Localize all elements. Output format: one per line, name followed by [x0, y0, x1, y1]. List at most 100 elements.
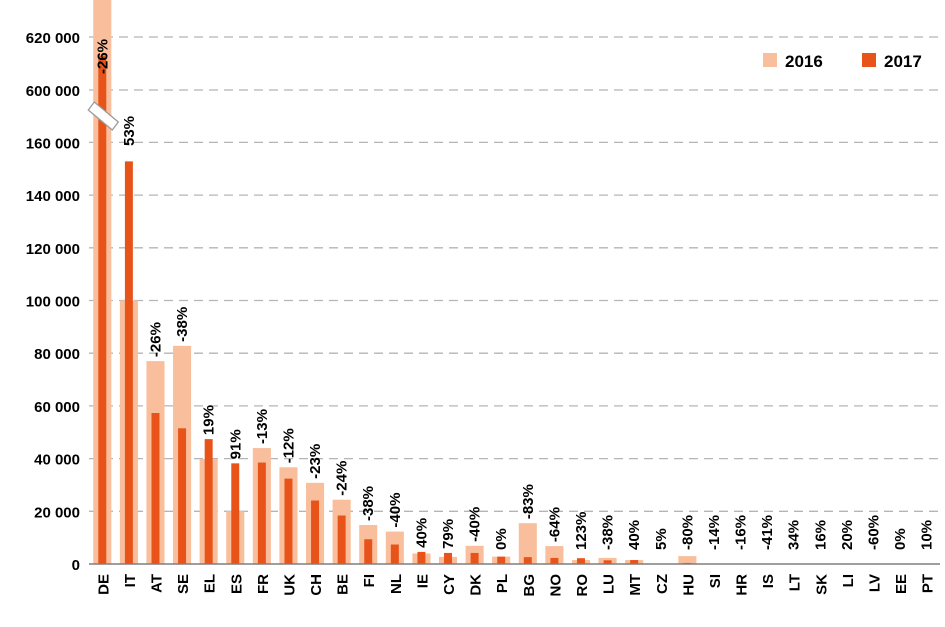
change-label: 16% — [812, 520, 829, 550]
bars — [87, 0, 936, 565]
category-label: LT — [787, 574, 804, 591]
change-label: 19% — [201, 405, 218, 435]
change-label: -38% — [600, 515, 617, 550]
category-label: PT — [920, 574, 937, 593]
category-label: HU — [680, 574, 697, 596]
y-tick-label: 160 000 — [26, 135, 80, 152]
y-tick-label: 100 000 — [26, 294, 80, 311]
category-label: DK — [468, 574, 485, 596]
bar-2016-hu — [678, 556, 697, 564]
category-label: UK — [281, 574, 298, 596]
change-label: 40% — [413, 518, 430, 548]
change-label: 123% — [573, 512, 590, 550]
y-tick-label: 600 000 — [26, 83, 80, 100]
category-label: BG — [521, 574, 538, 597]
bar-2017-be — [337, 515, 346, 564]
category-label: ES — [228, 574, 245, 594]
y-tick-label: 80 000 — [34, 346, 80, 363]
category-label: RO — [574, 574, 591, 597]
gridlines — [89, 36, 940, 512]
change-label: -12% — [280, 428, 297, 463]
category-label: BE — [335, 574, 352, 595]
change-label: -83% — [520, 484, 537, 519]
bar-2017-pl — [497, 556, 506, 564]
category-label: IE — [414, 574, 431, 588]
bar-2017-bg — [523, 557, 532, 564]
bar-2017-fr — [257, 462, 266, 564]
change-label: 10% — [919, 520, 936, 550]
category-label: PL — [494, 574, 511, 593]
change-label: 79% — [440, 519, 457, 549]
category-label: LI — [840, 574, 857, 587]
y-tick-label: 20 000 — [34, 504, 80, 521]
category-label: SK — [813, 574, 830, 595]
legend-swatch-2016 — [763, 53, 777, 67]
change-label: -24% — [334, 461, 351, 496]
category-label: EL — [202, 574, 219, 593]
bar-2017-uk — [284, 478, 293, 564]
category-label: LU — [601, 574, 618, 594]
category-label: AT — [148, 574, 165, 593]
category-label: DE — [95, 574, 112, 595]
bar-2017-es — [231, 463, 240, 564]
change-label: 0% — [892, 528, 909, 550]
legend-label-2016: 2016 — [785, 52, 823, 71]
legend-swatch-2017 — [862, 53, 876, 67]
category-label: CH — [308, 574, 325, 596]
y-tick-label: 40 000 — [34, 452, 80, 469]
y-tick-label: 60 000 — [34, 399, 80, 416]
y-tick-label: 0 — [72, 557, 80, 574]
y-axis-ticks: 0 20 000 40 000 60 000 80 000 100 000 120 000 1… — [26, 30, 80, 574]
y-tick-label: 120 000 — [26, 241, 80, 258]
bar-2016-bg — [518, 523, 537, 564]
change-label: 5% — [653, 528, 670, 550]
y-tick-label: 620 000 — [26, 30, 80, 47]
change-label: -38% — [174, 307, 191, 342]
bar-2017-fi — [364, 539, 373, 564]
category-label: CY — [441, 574, 458, 595]
category-label: CZ — [654, 574, 671, 594]
change-label: -41% — [759, 515, 776, 550]
category-label: IS — [760, 574, 777, 588]
change-label: -16% — [733, 515, 750, 550]
bar-2017-nl — [390, 544, 399, 564]
y-tick-label: 140 000 — [26, 188, 80, 205]
bar-2017-se — [178, 428, 187, 564]
change-label: -60% — [866, 515, 883, 550]
change-label: 34% — [786, 520, 803, 550]
change-label: -23% — [307, 444, 324, 479]
axis-break-marker — [87, 101, 120, 131]
category-label: NO — [547, 574, 564, 597]
category-label: NL — [388, 574, 405, 594]
change-labels: -26% 53% -26% -38% 19% 91% -13% -12% -23% -24% -38… — [94, 39, 935, 550]
change-label: -26% — [94, 39, 111, 74]
change-label: 40% — [626, 520, 643, 550]
bar-2017-it — [124, 161, 133, 564]
legend: 2016 2017 — [763, 52, 922, 71]
category-label: EE — [893, 574, 910, 594]
change-label: 91% — [227, 429, 244, 459]
bar-2017-no — [550, 557, 559, 564]
category-label: FI — [361, 574, 378, 587]
bar-2017-el — [204, 439, 213, 564]
bar-2017-cy — [444, 552, 453, 564]
bar-2017-mt — [630, 560, 639, 564]
bar-2017-ie — [417, 551, 426, 564]
change-label: -64% — [546, 507, 563, 542]
change-label: -38% — [360, 486, 377, 521]
category-label: FR — [255, 574, 272, 594]
change-label: 0% — [493, 528, 510, 550]
category-label: SI — [707, 574, 724, 588]
legend-label-2017: 2017 — [884, 52, 922, 71]
category-label: MT — [627, 574, 644, 596]
change-label: -40% — [387, 493, 404, 528]
bar-2017-ro — [576, 558, 585, 564]
bar-2017-at — [151, 413, 160, 564]
category-label: LV — [867, 574, 884, 592]
change-label: -14% — [706, 515, 723, 550]
change-label: -80% — [679, 515, 696, 550]
category-label: IT — [122, 574, 139, 587]
category-label: HR — [734, 574, 751, 596]
bar-2017-dk — [470, 552, 479, 564]
